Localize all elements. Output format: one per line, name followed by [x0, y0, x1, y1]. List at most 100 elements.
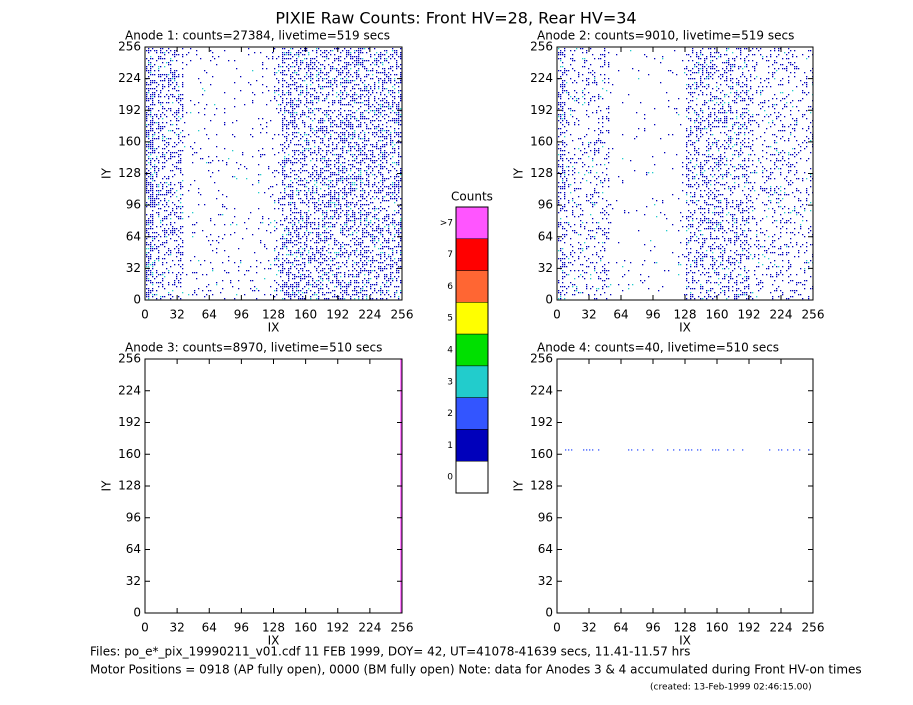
pixel: [558, 202, 560, 204]
pixel: [318, 68, 320, 70]
pixel: [572, 82, 574, 84]
pixel: [204, 70, 206, 72]
pixel: [330, 210, 332, 212]
pixel: [388, 294, 390, 296]
pixel: [374, 146, 376, 148]
pixel: [146, 180, 148, 182]
pixel: [288, 158, 290, 160]
pixel: [182, 110, 184, 112]
pixel: [152, 194, 154, 196]
pixel: [394, 74, 396, 76]
pixel: [286, 186, 288, 188]
pixel: [290, 284, 292, 286]
pixel: [334, 100, 336, 102]
pixel: [394, 236, 396, 238]
pixel: [400, 56, 402, 58]
pixel: [380, 136, 382, 138]
pixel: [298, 68, 300, 70]
pixel: [290, 252, 292, 254]
pixel: [282, 284, 284, 286]
pixel: [154, 94, 156, 96]
pixel: [382, 242, 384, 244]
pixel: [360, 162, 362, 164]
pixel: [298, 154, 300, 156]
pixel: [282, 78, 284, 80]
pixel: [560, 96, 562, 98]
pixel: [288, 278, 290, 280]
pixel: [168, 78, 170, 80]
pixel: [564, 198, 566, 200]
pixel: [338, 158, 340, 160]
pixel: [326, 146, 328, 148]
pixel: [224, 50, 226, 52]
pixel: [394, 186, 396, 188]
pixel: [352, 216, 354, 218]
pixel: [296, 54, 298, 56]
pixel: [168, 48, 170, 50]
pixel: [284, 174, 286, 176]
pixel: [158, 138, 160, 140]
pixel: [346, 178, 348, 180]
pixel: [182, 268, 184, 270]
pixel: [346, 212, 348, 214]
pixel: [364, 198, 366, 200]
pixel: [314, 260, 316, 262]
pixel: [330, 234, 332, 236]
pixel: [310, 214, 312, 216]
pixel: [152, 272, 154, 274]
pixel: [274, 230, 276, 232]
pixel: [364, 192, 366, 194]
pixel: [570, 162, 572, 164]
pixel: [384, 254, 386, 256]
pixel: [168, 184, 170, 186]
pixel: [396, 134, 398, 136]
pixel: [400, 100, 402, 102]
pixel: [364, 158, 366, 160]
pixel: [280, 286, 282, 288]
pixel: [396, 232, 398, 234]
pixel: [200, 58, 202, 60]
pixel: [256, 272, 258, 274]
pixel: [186, 54, 188, 56]
pixel: [358, 62, 360, 64]
pixel: [314, 256, 316, 258]
pixel: [148, 98, 150, 100]
pixel: [304, 122, 306, 124]
pixel: [288, 58, 290, 60]
pixel: [300, 62, 302, 64]
pixel: [274, 72, 276, 74]
pixel: [560, 174, 562, 176]
pixel: [300, 226, 302, 228]
pixel: [316, 70, 318, 72]
pixel: [196, 272, 198, 274]
pixel: [392, 54, 394, 56]
pixel: [378, 290, 380, 292]
pixel: [362, 298, 364, 300]
pixel: [304, 258, 306, 260]
pixel: [302, 146, 304, 148]
pixel: [332, 142, 334, 144]
pixel: [170, 72, 172, 74]
pixel: [356, 56, 358, 58]
pixel: [342, 232, 344, 234]
pixel: [316, 180, 318, 182]
pixel: [362, 102, 364, 104]
pixel: [234, 176, 236, 178]
pixel: [282, 286, 284, 288]
pixel: [398, 286, 400, 288]
pixel: [302, 220, 304, 222]
pixel: [366, 236, 368, 238]
pixel: [200, 82, 202, 84]
pixel: [354, 64, 356, 66]
pixel: [224, 124, 226, 126]
pixel: [354, 118, 356, 120]
pixel: [304, 298, 306, 300]
pixel: [218, 56, 220, 58]
pixel: [152, 250, 154, 252]
pixel: [358, 50, 360, 52]
pixel: [318, 250, 320, 252]
pixel: [346, 56, 348, 58]
pixel: [348, 164, 350, 166]
pixel: [344, 256, 346, 258]
pixel: [566, 256, 568, 258]
